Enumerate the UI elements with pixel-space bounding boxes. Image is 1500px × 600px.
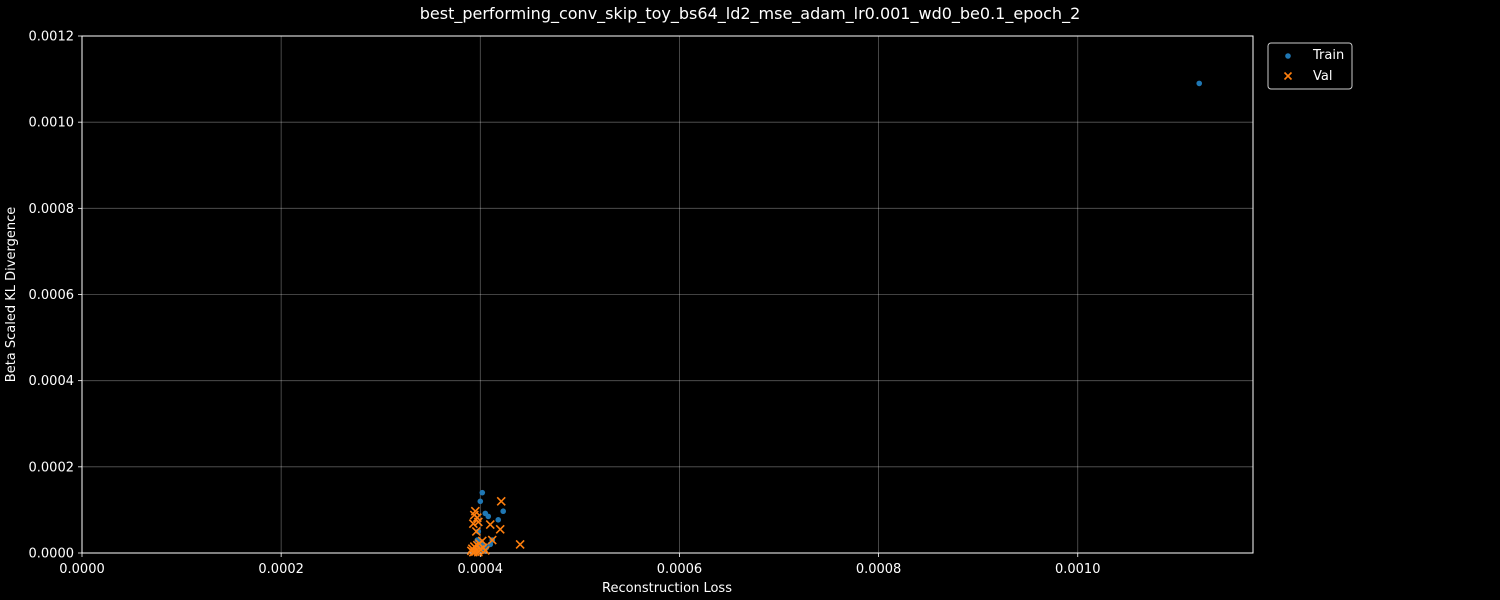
- plot-frame: [81, 35, 1254, 554]
- x-tick-label: 0.0010: [1055, 562, 1101, 577]
- val-point: [470, 547, 480, 557]
- val-point: [495, 524, 505, 534]
- val-point: [473, 517, 483, 527]
- legend: Train Val: [1267, 42, 1353, 90]
- val-point: [496, 496, 506, 506]
- data-points: [466, 80, 1203, 557]
- y-tick-label: 0.0012: [29, 30, 75, 45]
- chart-title: best_performing_conv_skip_toy_bs64_ld2_m…: [420, 4, 1081, 24]
- val-point: [485, 519, 495, 530]
- train-point: [479, 489, 486, 496]
- val-point: [487, 535, 497, 545]
- y-tick-label: 0.0004: [29, 374, 75, 389]
- train-point: [495, 517, 502, 523]
- val-point: [471, 526, 481, 537]
- x-tick-label: 0.0004: [458, 562, 504, 577]
- x-tick-label: 0.0002: [258, 562, 304, 577]
- train-point: [477, 498, 484, 505]
- x-tick-label: 0.0006: [657, 562, 703, 577]
- legend-train-label: Train: [1312, 48, 1344, 63]
- val-point: [468, 519, 478, 529]
- x-tick-label: 0.0000: [59, 562, 105, 577]
- val-point: [480, 545, 490, 555]
- val-point: [515, 539, 525, 549]
- train-point: [485, 513, 492, 520]
- val-point: [468, 547, 478, 557]
- train-point: [500, 508, 507, 515]
- y-tick-label: 0.0000: [29, 547, 75, 562]
- legend-val-marker: [1283, 71, 1293, 81]
- y-tick-label: 0.0010: [29, 116, 75, 131]
- y-axis-label: Beta Scaled KL Divergence: [4, 207, 19, 382]
- y-tick-label: 0.0002: [29, 460, 75, 475]
- axis-ticks: 0.0000 0.0002 0.0004 0.0006 0.0008 0.0010 0.00…: [29, 30, 1101, 578]
- train-point: [1196, 80, 1203, 87]
- legend-val-label: Val: [1313, 69, 1332, 84]
- x-tick-label: 0.0008: [856, 562, 902, 577]
- y-tick-label: 0.0006: [29, 288, 75, 303]
- y-tick-label: 0.0008: [29, 202, 75, 217]
- x-axis-label: Reconstruction Loss: [602, 581, 732, 596]
- legend-train-marker: [1285, 53, 1291, 59]
